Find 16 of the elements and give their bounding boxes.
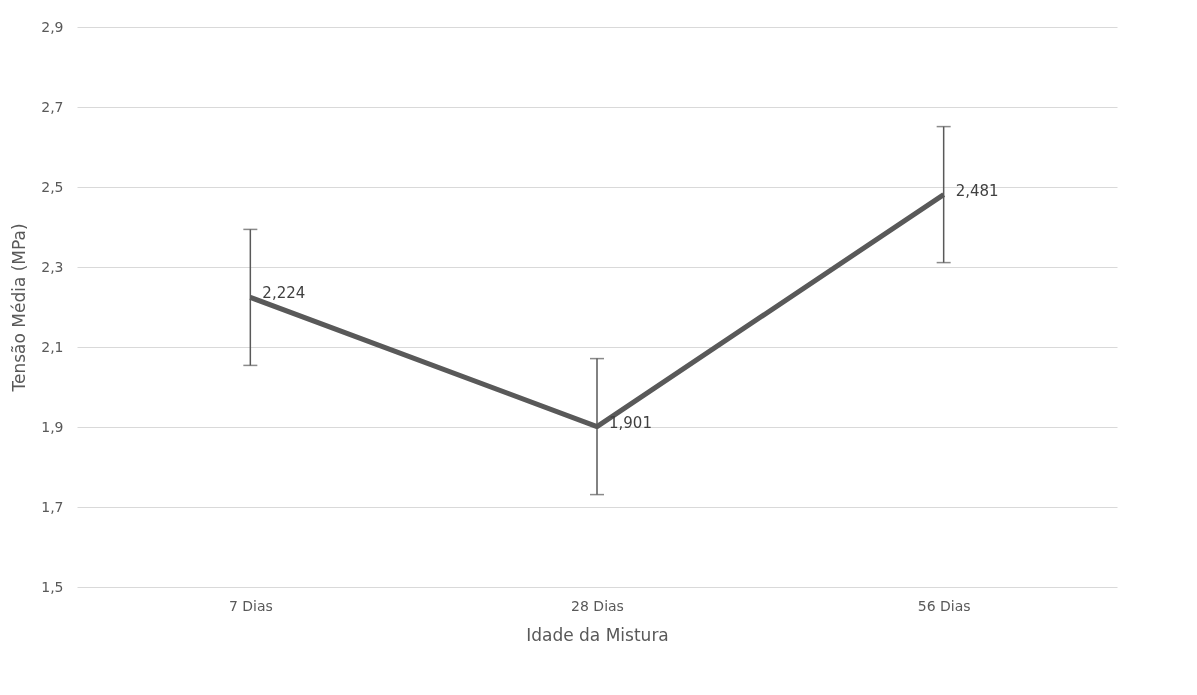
y-axis-title: Tensão Média (MPa) <box>9 223 30 393</box>
y-tick-label: 1,5 <box>41 578 64 595</box>
text: 2,481 <box>955 181 999 200</box>
x-tick-label: 28 Dias <box>571 597 624 614</box>
y-tick-label: 2,3 <box>41 258 64 275</box>
x-axis-title: Idade da Mistura <box>526 624 669 645</box>
y-tick-label: 2,7 <box>41 98 64 115</box>
y-tick-label: 2,5 <box>41 178 64 195</box>
text: 1,901 <box>609 413 652 432</box>
y-tick-label: 1,7 <box>41 498 64 515</box>
y-tick-label: 2,9 <box>41 18 64 35</box>
text: 2,224 <box>262 284 306 303</box>
x-tick-label: 7 Dias <box>228 597 273 614</box>
x-tick-label: 56 Dias <box>917 597 971 614</box>
y-tick-label: 1,9 <box>41 418 64 435</box>
y-tick-label: 2,1 <box>41 338 64 355</box>
